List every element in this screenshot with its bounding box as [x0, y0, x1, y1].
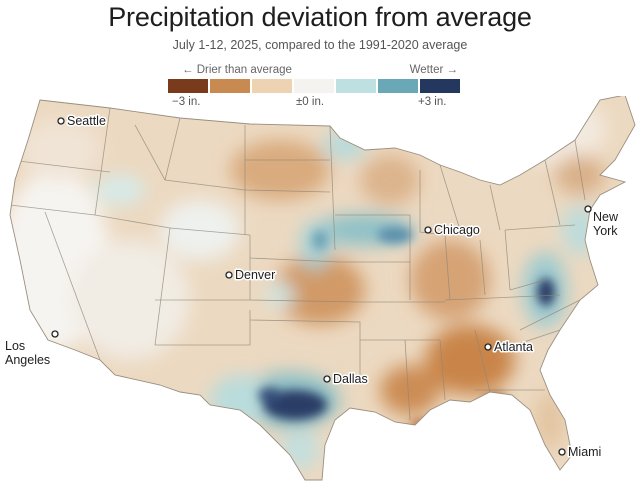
city-label-chicago: Chicago [434, 223, 480, 237]
color-legend: ← Drier than average Wetter → −3 in. ±0 … [168, 64, 460, 114]
legend-tick-max: +3 in. [418, 96, 447, 108]
legend-color-bar [168, 79, 460, 93]
legend-wetter-label: Wetter → [409, 64, 458, 76]
city-dallas: Dallas [323, 371, 369, 388]
city-denver: Denver [225, 267, 277, 284]
city-label-seattle: Seattle [67, 114, 106, 128]
legend-swatch-6 [378, 79, 418, 93]
city-label-miami: Miami [568, 445, 601, 459]
legend-swatch-2 [210, 79, 250, 93]
state-borders [10, 107, 586, 421]
city-chicago: Chicago [424, 222, 481, 239]
city-label-denver: Denver [235, 268, 275, 282]
legend-swatch-7 [420, 79, 460, 93]
us-precipitation-map: Seattle Denver Chicago New York Los Angele… [4, 96, 636, 481]
legend-drier-label: ← Drier than average [182, 64, 292, 76]
precipitation-field [10, 96, 635, 480]
city-label-atlanta: Atlanta [494, 340, 533, 354]
legend-swatch-1 [168, 79, 208, 93]
city-label-dallas: Dallas [333, 372, 368, 386]
legend-swatch-4 [294, 79, 334, 93]
city-seattle: Seattle [57, 113, 107, 130]
city-miami: Miami [558, 444, 603, 461]
city-new-york: New York [584, 205, 620, 240]
page-title: Precipitation deviation from average [108, 2, 532, 32]
city-los-angeles: Los Angeles [4, 330, 59, 369]
city-markers: Seattle Denver Chicago New York Los Angele… [4, 113, 621, 461]
page-subtitle: July 1-12, 2025, compared to the 1991-20… [172, 38, 468, 52]
city-label-los-angeles: Los Angeles [5, 339, 50, 367]
legend-swatch-3 [252, 79, 292, 93]
legend-tick-zero: ±0 in. [296, 96, 325, 108]
city-atlanta: Atlanta [484, 339, 534, 356]
legend-tick-min: −3 in. [172, 96, 201, 108]
city-label-new-york: New York [593, 210, 619, 238]
legend-swatch-5 [336, 79, 376, 93]
